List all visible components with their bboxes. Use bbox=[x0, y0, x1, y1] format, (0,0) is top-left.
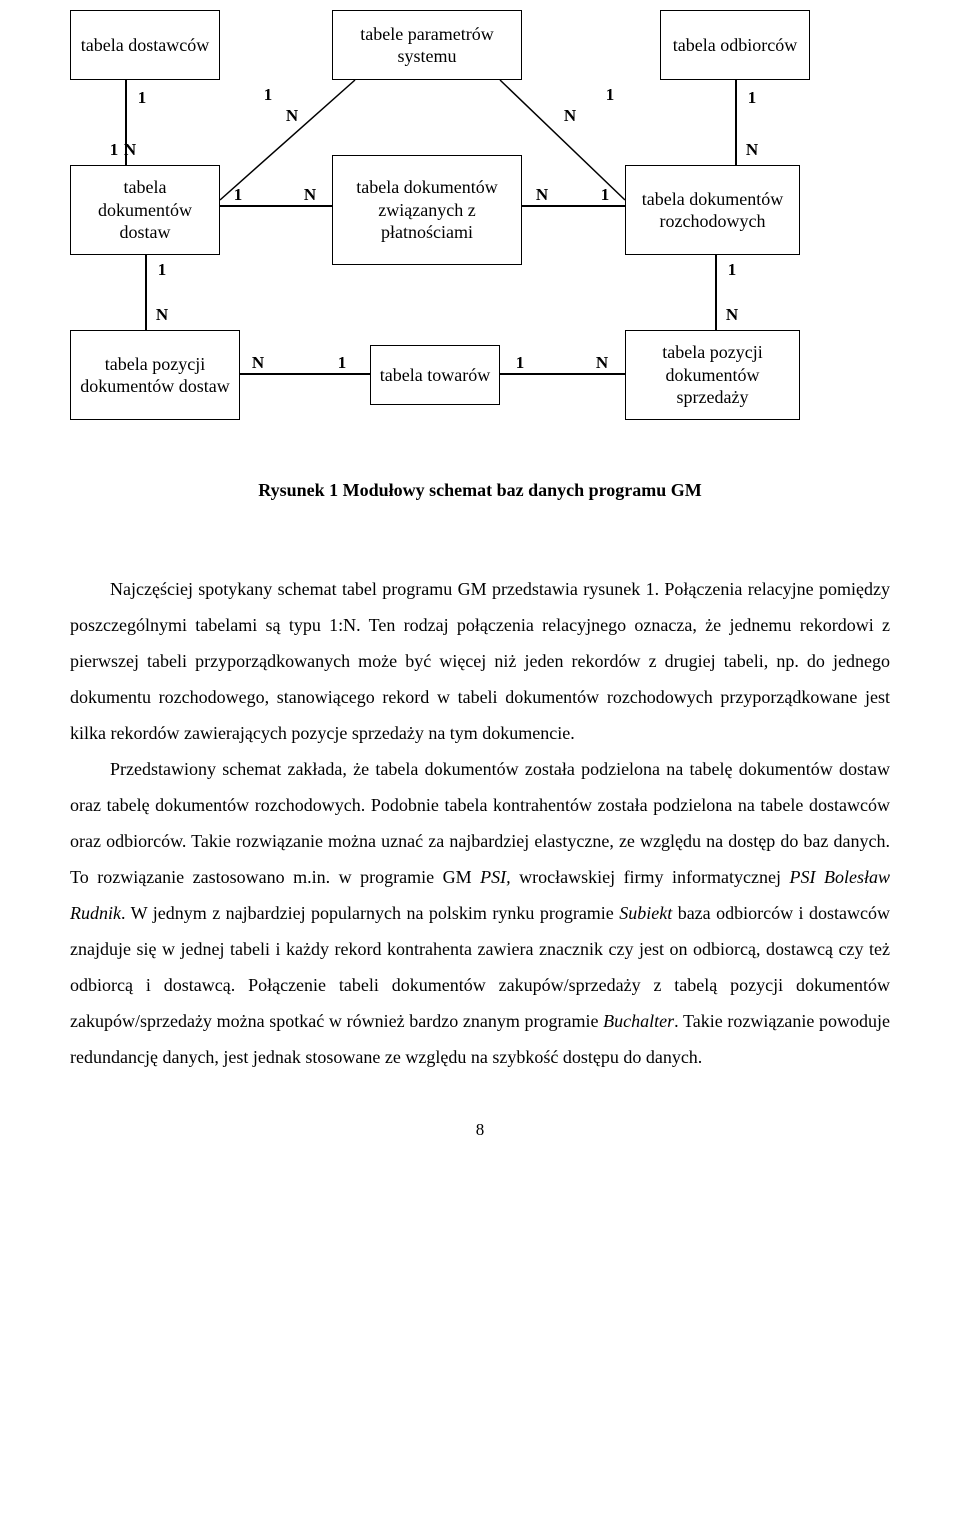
edge bbox=[145, 255, 147, 330]
edge bbox=[500, 373, 625, 375]
cardinality: N bbox=[532, 185, 552, 205]
cardinality: 1 bbox=[152, 260, 172, 280]
cardinality: N bbox=[248, 353, 268, 373]
paragraph-2: Przedstawiony schemat zakłada, że tabela… bbox=[70, 751, 890, 1075]
edge bbox=[715, 255, 717, 330]
edge bbox=[220, 205, 332, 207]
text-italic: Subiekt bbox=[619, 903, 672, 923]
body-text: Najczęściej spotykany schemat tabel prog… bbox=[70, 571, 890, 1075]
cardinality: N bbox=[722, 305, 742, 325]
text-italic: PSI, bbox=[480, 867, 511, 887]
edge-svg bbox=[70, 10, 890, 450]
text: . W jednym z najbardziej popularnych na … bbox=[121, 903, 619, 923]
cardinality: 1 bbox=[332, 353, 352, 373]
cardinality: 1 bbox=[228, 185, 248, 205]
edge bbox=[240, 373, 370, 375]
cardinality: 1 bbox=[258, 85, 278, 105]
cardinality: N bbox=[300, 185, 320, 205]
cardinality: 1 bbox=[600, 85, 620, 105]
cardinality: 1 bbox=[722, 260, 742, 280]
cardinality: N bbox=[592, 353, 612, 373]
cardinality: N bbox=[282, 106, 302, 126]
cardinality: 1 bbox=[595, 185, 615, 205]
er-diagram: tabela dostawców tabele parametrów syste… bbox=[70, 10, 890, 450]
cardinality: N bbox=[152, 305, 172, 325]
text: wrocławskiej firmy informatycznej bbox=[511, 867, 790, 887]
text-italic: Buchalter bbox=[603, 1011, 674, 1031]
cardinality: N bbox=[560, 106, 580, 126]
paragraph-1: Najczęściej spotykany schemat tabel prog… bbox=[70, 571, 890, 751]
edge bbox=[522, 205, 625, 207]
text: Najczęściej spotykany schemat tabel prog… bbox=[70, 579, 890, 743]
cardinality: 1 bbox=[510, 353, 530, 373]
figure-caption: Rysunek 1 Modułowy schemat baz danych pr… bbox=[70, 480, 890, 501]
page-number: 8 bbox=[70, 1120, 890, 1140]
